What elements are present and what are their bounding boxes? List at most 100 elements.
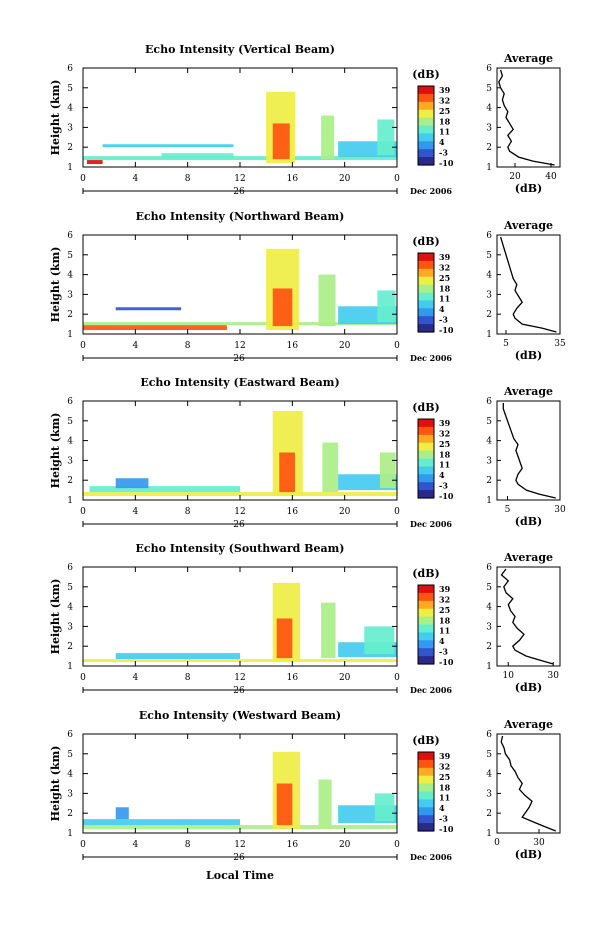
profile-y-tick-label: 1 bbox=[486, 496, 492, 506]
colorbar-unit: (dB) bbox=[412, 235, 439, 248]
y-axis-label: Height (km) bbox=[49, 80, 62, 156]
profile-title: Average bbox=[503, 718, 553, 731]
colorbar-segment bbox=[418, 809, 434, 812]
y-tick-label: 4 bbox=[67, 770, 73, 780]
x-tick-label: 12 bbox=[234, 174, 245, 184]
colorbar-segment bbox=[418, 139, 434, 142]
date-label: Dec 2006 bbox=[410, 186, 452, 196]
colorbar-segment bbox=[418, 767, 434, 771]
colorbar-segment bbox=[418, 266, 434, 270]
x-tick-label: 8 bbox=[185, 507, 191, 517]
colorbar-segment bbox=[418, 755, 434, 759]
y-tick-label: 2 bbox=[67, 642, 73, 652]
colorbar-segment bbox=[418, 486, 434, 489]
profile-y-tick-label: 5 bbox=[486, 417, 492, 427]
colorbar-segment bbox=[418, 308, 434, 311]
profile-y-tick-label: 4 bbox=[486, 770, 492, 780]
colorbar-tick-label: -3 bbox=[439, 315, 448, 325]
colorbar-tick-label: 32 bbox=[439, 428, 450, 438]
colorbar-segment bbox=[418, 300, 434, 303]
echo-cell bbox=[322, 442, 339, 493]
colorbar-tick-label: -3 bbox=[439, 814, 448, 824]
profile-y-tick-label: 5 bbox=[486, 84, 492, 94]
panel-title: Echo Intensity (Northward Beam) bbox=[136, 210, 345, 223]
date-label: Dec 2006 bbox=[410, 685, 452, 695]
colorbar-unit: (dB) bbox=[412, 567, 439, 580]
colorbar-segment bbox=[418, 430, 434, 434]
y-tick-label: 6 bbox=[67, 397, 73, 407]
colorbar-segment bbox=[418, 320, 434, 323]
colorbar-segment bbox=[418, 454, 434, 458]
colorbar-segment bbox=[418, 472, 434, 475]
profile-frame bbox=[496, 733, 561, 834]
colorbar-segment bbox=[418, 163, 434, 166]
colorbar-segment bbox=[418, 316, 434, 319]
echo-cell bbox=[83, 825, 397, 830]
colorbar-segment bbox=[418, 781, 434, 785]
y-tick-label: 5 bbox=[67, 750, 73, 760]
colorbar-segment bbox=[418, 490, 434, 493]
colorbar-segment bbox=[418, 161, 434, 164]
x-tick-label: 12 bbox=[234, 673, 245, 683]
profile-y-tick-label: 3 bbox=[486, 123, 492, 133]
profile-y-tick-label: 4 bbox=[486, 437, 492, 447]
y-axis-label: Height (km) bbox=[49, 746, 62, 822]
colorbar-tick-label: 18 bbox=[439, 782, 451, 792]
colorbar-segment bbox=[418, 787, 434, 791]
colorbar-tick-label: -3 bbox=[439, 148, 448, 158]
colorbar-tick-label: -3 bbox=[439, 647, 448, 657]
colorbar-segment bbox=[418, 302, 434, 305]
colorbar-segment bbox=[418, 294, 434, 298]
colorbar-segment bbox=[418, 326, 434, 329]
colorbar-segment bbox=[418, 419, 434, 422]
colorbar-tick-label: 32 bbox=[439, 594, 450, 604]
colorbar-segment bbox=[418, 803, 434, 806]
colorbar-segment bbox=[418, 624, 434, 628]
panel-2: Echo Intensity (Eastward Beam)123456Heig… bbox=[49, 376, 566, 530]
echo-cell bbox=[321, 115, 335, 160]
colorbar-segment bbox=[418, 779, 434, 783]
x-tick-label: 16 bbox=[287, 341, 299, 351]
echo-cell bbox=[86, 160, 103, 165]
colorbar-segment bbox=[418, 821, 434, 824]
colorbar-tick-label: 18 bbox=[439, 449, 451, 459]
colorbar-segment bbox=[418, 630, 434, 633]
colorbar-segment bbox=[418, 290, 434, 294]
echo-cell bbox=[279, 452, 295, 493]
colorbar-segment bbox=[418, 827, 434, 830]
x-tick-label: 4 bbox=[132, 840, 138, 850]
colorbar-frame bbox=[417, 751, 435, 832]
colorbar-segment bbox=[418, 131, 434, 134]
colorbar-segment bbox=[418, 422, 434, 426]
profile-x-label: (dB) bbox=[515, 515, 542, 528]
x-tick-label: 0 bbox=[394, 341, 400, 351]
colorbar-segment bbox=[418, 596, 434, 600]
colorbar-segment bbox=[418, 602, 434, 606]
x-tick-label: 8 bbox=[185, 174, 191, 184]
echo-cell bbox=[83, 322, 397, 326]
colorbar-tick-label: 4 bbox=[439, 803, 445, 813]
y-tick-label: 3 bbox=[67, 622, 73, 632]
colorbar-segment bbox=[418, 109, 434, 113]
x-tick-label: 0 bbox=[80, 174, 86, 184]
y-tick-label: 5 bbox=[67, 583, 73, 593]
colorbar-segment bbox=[418, 123, 434, 127]
colorbar-segment bbox=[418, 753, 434, 757]
y-tick-label: 6 bbox=[67, 730, 73, 740]
colorbar-tick-label: 32 bbox=[439, 761, 450, 771]
colorbar-segment bbox=[418, 793, 434, 797]
echo-cell bbox=[115, 307, 182, 311]
echo-cell bbox=[276, 618, 293, 659]
panel-title: Echo Intensity (Eastward Beam) bbox=[140, 376, 339, 389]
colorbar-segment bbox=[418, 442, 434, 446]
colorbar-segment bbox=[418, 805, 434, 808]
colorbar-segment bbox=[418, 634, 434, 637]
colorbar-segment bbox=[418, 632, 434, 635]
colorbar-segment bbox=[418, 777, 434, 781]
colorbar-segment bbox=[418, 253, 434, 256]
profile-title: Average bbox=[503, 551, 553, 564]
colorbar-segment bbox=[418, 456, 434, 460]
colorbar-segment bbox=[418, 278, 434, 282]
echo-cell bbox=[272, 123, 290, 160]
profile-x-label: (dB) bbox=[515, 681, 542, 694]
